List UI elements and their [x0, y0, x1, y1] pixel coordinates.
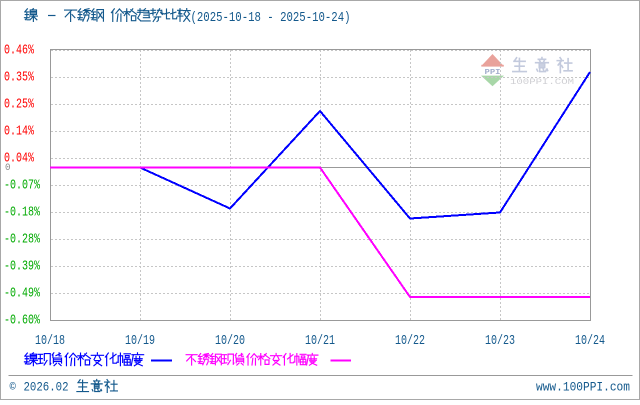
svg-text:-0.07%: -0.07%	[4, 178, 40, 194]
svg-text:0.25%: 0.25%	[4, 97, 34, 113]
svg-text:0.35%: 0.35%	[4, 70, 34, 86]
svg-text:(2025-10-18 - 2025-10-24): (2025-10-18 - 2025-10-24)	[191, 10, 351, 26]
svg-text:100PPI.COM: 100PPI.COM	[510, 77, 574, 87]
svg-text:www.100PPI.com: www.100PPI.com	[536, 381, 630, 395]
svg-text:0.04%: 0.04%	[4, 151, 34, 167]
svg-text:0.46%: 0.46%	[4, 43, 34, 59]
svg-text:10/18: 10/18	[35, 333, 65, 349]
svg-text:2026.02: 2026.02	[24, 380, 69, 395]
svg-text:10/21: 10/21	[305, 333, 335, 349]
svg-text:10/23: 10/23	[485, 333, 515, 349]
svg-text:10/24: 10/24	[575, 333, 605, 349]
svg-text:-0.60%: -0.60%	[4, 313, 40, 329]
svg-text:-0.49%: -0.49%	[4, 286, 40, 302]
svg-text:©: ©	[10, 382, 17, 394]
svg-text:-0.28%: -0.28%	[4, 232, 40, 248]
svg-text:PPI: PPI	[485, 69, 501, 77]
svg-text:0: 0	[5, 163, 11, 174]
svg-text:10/19: 10/19	[125, 333, 155, 349]
svg-text:-0.39%: -0.39%	[4, 259, 40, 275]
svg-text:10/22: 10/22	[395, 333, 425, 349]
svg-text:10/20: 10/20	[215, 333, 245, 349]
svg-text:0.14%: 0.14%	[4, 124, 34, 140]
svg-text:-0.18%: -0.18%	[4, 205, 40, 221]
